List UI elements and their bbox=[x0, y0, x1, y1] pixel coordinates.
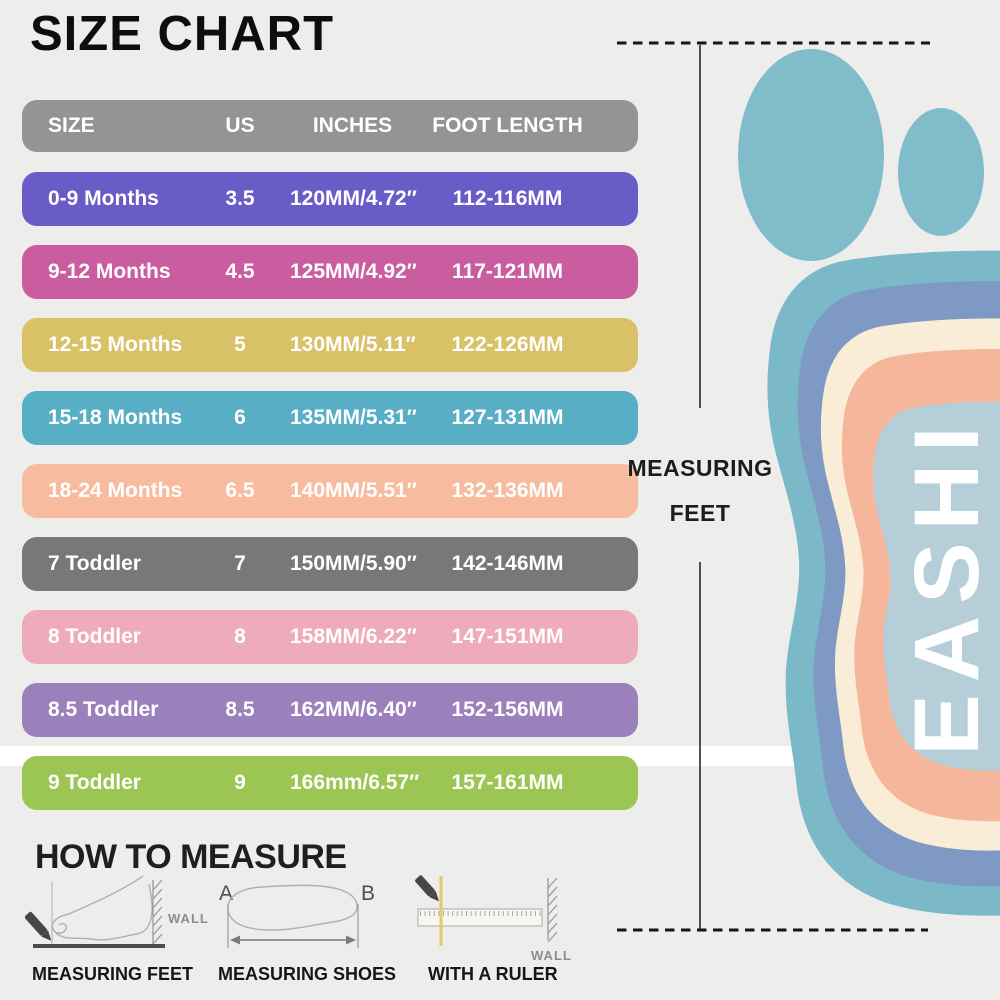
column-header-size: SIZE bbox=[48, 114, 95, 137]
table-row: 7 Toddler 7 150MM/5.90″ 142-146MM bbox=[22, 537, 638, 591]
big-toe-shape bbox=[738, 49, 884, 261]
column-header-inches: INCHES bbox=[312, 114, 393, 137]
inches-cell: 158MM/6.22″ bbox=[290, 625, 417, 648]
foot-length-cell: 157-161MM bbox=[451, 771, 564, 794]
pencil-icon bbox=[415, 875, 440, 902]
table-row: 9-12 Months 4.5 125MM/4.92″ 117-121MM bbox=[22, 245, 638, 299]
us-cell: 8.5 bbox=[225, 698, 255, 721]
size-table-rows: 0-9 Months 3.5 120MM/4.72″ 112-116MM 9-1… bbox=[22, 172, 638, 810]
length-arrow bbox=[230, 935, 356, 945]
wall-label: WALL bbox=[531, 948, 572, 963]
inches-cell: 140MM/5.51″ bbox=[290, 479, 417, 502]
size-cell: 8.5 Toddler bbox=[48, 698, 159, 721]
inches-cell: 130MM/5.11″ bbox=[290, 333, 416, 356]
foot-length-cell: 127-131MM bbox=[451, 406, 564, 429]
foot-length-cell: 152-156MM bbox=[451, 698, 564, 721]
column-header-foot-length: FOOT LENGTH bbox=[432, 114, 583, 137]
inches-cell: 135MM/5.31″ bbox=[290, 406, 417, 429]
measuring-feet-caption: MEASURING FEET bbox=[32, 964, 194, 984]
measuring-feet-label-line1: MEASURING bbox=[627, 455, 773, 481]
page-title: SIZE CHART bbox=[30, 7, 334, 61]
inches-cell: 166mm/6.57″ bbox=[290, 771, 420, 794]
small-toe-shape bbox=[898, 108, 984, 236]
wall-hatching bbox=[152, 879, 163, 945]
foot-length-cell: 132-136MM bbox=[451, 479, 564, 502]
size-cell: 0-9 Months bbox=[48, 187, 159, 210]
table-row: 0-9 Months 3.5 120MM/4.72″ 112-116MM bbox=[22, 172, 638, 226]
table-row: 12-15 Months 5 130MM/5.11″ 122-126MM bbox=[22, 318, 638, 372]
table-row: 8.5 Toddler 8.5 162MM/6.40″ 152-156MM bbox=[22, 683, 638, 737]
inches-cell: 150MM/5.90″ bbox=[290, 552, 417, 575]
foot-length-cell: 147-151MM bbox=[451, 625, 564, 648]
size-cell: 12-15 Months bbox=[48, 333, 183, 356]
how-to-measure-title: HOW TO MEASURE bbox=[35, 838, 347, 876]
us-cell: 6 bbox=[234, 406, 246, 429]
us-cell: 5 bbox=[234, 333, 246, 356]
measuring-feet-diagram: WALL bbox=[25, 876, 230, 952]
foot-length-cell: 142-146MM bbox=[451, 552, 564, 575]
foot-length-cell: 122-126MM bbox=[451, 333, 564, 356]
footprint-illustration: EASHI bbox=[617, 41, 1000, 932]
us-cell: 4.5 bbox=[225, 260, 255, 283]
us-cell: 8 bbox=[234, 625, 246, 648]
shoe-outline bbox=[227, 884, 358, 931]
us-cell: 7 bbox=[234, 552, 246, 575]
measuring-feet-label: MEASURING FEET bbox=[600, 446, 800, 536]
measuring-feet-label-line2: FEET bbox=[669, 500, 731, 526]
us-cell: 9 bbox=[234, 771, 246, 794]
foot-length-cell: 112-116MM bbox=[452, 187, 563, 210]
with-a-ruler-diagram: WALL bbox=[403, 870, 573, 964]
us-cell: 3.5 bbox=[225, 187, 255, 210]
how-to-measure-section: HOW TO MEASURE WALL bbox=[0, 836, 660, 1000]
size-cell: 9 Toddler bbox=[48, 771, 141, 794]
table-row: 15-18 Months 6 135MM/5.31″ 127-131MM bbox=[22, 391, 638, 445]
inches-cell: 120MM/4.72″ bbox=[290, 187, 417, 210]
foot-length-cell: 117-121MM bbox=[452, 260, 563, 283]
size-cell: 18-24 Months bbox=[48, 479, 183, 502]
wall-hatching bbox=[547, 877, 558, 943]
foot-sketch bbox=[51, 876, 153, 941]
size-cell: 8 Toddler bbox=[48, 625, 141, 648]
table-row: 18-24 Months 6.5 140MM/5.51″ 132-136MM bbox=[22, 464, 638, 518]
size-table: SIZE US INCHES FOOT LENGTH 0-9 Months 3.… bbox=[22, 100, 638, 829]
point-a-label: A bbox=[219, 882, 233, 905]
us-cell: 6.5 bbox=[225, 479, 255, 502]
inches-cell: 162MM/6.40″ bbox=[290, 698, 417, 721]
brand-text: EASHI bbox=[896, 414, 998, 755]
wall-label: WALL bbox=[168, 911, 209, 926]
size-cell: 7 Toddler bbox=[48, 552, 141, 575]
point-b-label: B bbox=[361, 882, 375, 905]
table-row: 9 Toddler 9 166mm/6.57″ 157-161MM bbox=[22, 756, 638, 810]
ruler bbox=[417, 908, 543, 927]
pencil-icon bbox=[25, 911, 52, 941]
measuring-shoes-diagram: A B bbox=[218, 880, 378, 952]
with-a-ruler-caption: WITH A RULER bbox=[428, 964, 558, 984]
size-cell: 15-18 Months bbox=[48, 406, 183, 429]
table-header: SIZE US INCHES FOOT LENGTH bbox=[22, 100, 638, 152]
column-header-us: US bbox=[225, 114, 255, 137]
inches-cell: 125MM/4.92″ bbox=[290, 260, 417, 283]
size-cell: 9-12 Months bbox=[48, 260, 171, 283]
table-row: 8 Toddler 8 158MM/6.22″ 147-151MM bbox=[22, 610, 638, 664]
measuring-shoes-caption: MEASURING SHOES bbox=[218, 964, 397, 984]
